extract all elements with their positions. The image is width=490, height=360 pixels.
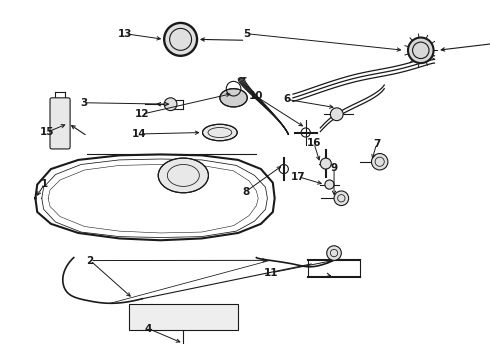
Text: 4: 4	[145, 324, 152, 334]
Text: 9: 9	[331, 163, 338, 174]
Text: 11: 11	[264, 268, 279, 278]
Ellipse shape	[158, 158, 208, 193]
Text: 14: 14	[132, 129, 147, 139]
Circle shape	[408, 37, 434, 63]
Text: 1: 1	[41, 179, 48, 189]
Circle shape	[164, 98, 177, 111]
Text: 3: 3	[80, 98, 87, 108]
Ellipse shape	[202, 124, 237, 141]
Circle shape	[334, 191, 349, 206]
Text: 2: 2	[87, 256, 94, 266]
Text: 16: 16	[307, 138, 321, 148]
Circle shape	[325, 180, 334, 189]
Ellipse shape	[220, 89, 247, 107]
Text: 17: 17	[291, 172, 306, 182]
Text: 5: 5	[243, 29, 250, 39]
Circle shape	[164, 23, 197, 56]
Text: 7: 7	[373, 139, 380, 149]
Text: 6: 6	[283, 94, 291, 104]
FancyBboxPatch shape	[50, 98, 70, 149]
Text: 10: 10	[248, 91, 263, 101]
Bar	[128, 304, 238, 330]
Circle shape	[330, 108, 343, 121]
Text: 15: 15	[40, 127, 54, 137]
Text: 12: 12	[134, 109, 149, 119]
Circle shape	[327, 246, 342, 260]
Text: 8: 8	[242, 186, 249, 197]
Circle shape	[371, 153, 388, 170]
Text: 13: 13	[118, 29, 132, 39]
Circle shape	[320, 158, 331, 169]
